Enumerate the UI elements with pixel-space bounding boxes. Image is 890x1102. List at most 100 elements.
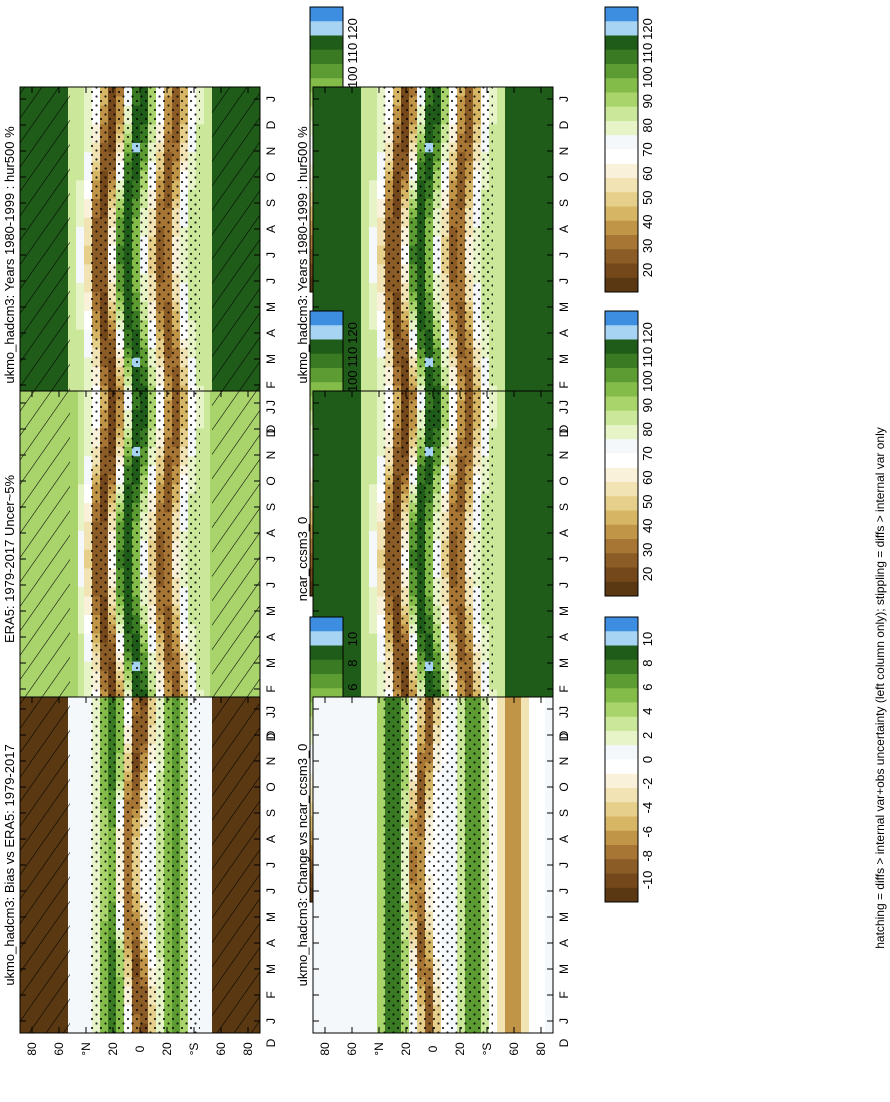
heatmap-cell — [545, 283, 554, 293]
heatmap-cell — [345, 531, 354, 541]
heatmap-cell — [497, 87, 506, 97]
x-tick-label: J — [557, 712, 571, 718]
heatmap-cell — [313, 161, 322, 172]
heatmap-cell — [505, 236, 514, 247]
x-tick-label: M — [264, 658, 278, 668]
heatmap-cell — [513, 133, 522, 144]
x-tick-label: M — [264, 354, 278, 364]
heatmap-cell — [313, 503, 322, 513]
colorbar-swatch — [605, 235, 638, 250]
heatmap-cell — [204, 391, 213, 401]
heatmap-cell — [537, 236, 546, 247]
heatmap-cell — [84, 465, 93, 476]
heatmap-cell — [505, 484, 514, 495]
heatmap-cell — [369, 180, 378, 191]
heatmap-cell — [196, 217, 205, 228]
heatmap-cell — [513, 419, 522, 429]
heatmap-cell — [329, 171, 338, 181]
heatmap-cell — [68, 977, 77, 987]
heatmap-cell — [537, 227, 546, 237]
heatmap-cell — [196, 376, 205, 387]
heatmap-cell — [204, 671, 213, 681]
heatmap-cell — [489, 671, 498, 681]
heatmap-cell — [321, 419, 330, 429]
heatmap-cell — [505, 391, 514, 401]
heatmap-cell — [537, 264, 546, 275]
heatmap-cell — [545, 577, 554, 588]
heatmap-cell — [345, 264, 354, 275]
heatmap-cell — [489, 217, 498, 228]
heatmap-cell — [529, 577, 538, 588]
x-end-label: D — [264, 428, 278, 437]
heatmap-cell — [337, 540, 346, 551]
heatmap-cell — [377, 339, 386, 349]
heatmap-cell — [505, 245, 514, 256]
heatmap-cell — [196, 96, 205, 107]
heatmap-cell — [377, 189, 386, 200]
heatmap-cell — [337, 596, 346, 607]
heatmap-cell — [329, 161, 338, 172]
heatmap-cell — [513, 596, 522, 607]
heatmap-cell — [361, 409, 370, 420]
heatmap-cell — [361, 124, 370, 135]
heatmap-cell — [377, 465, 386, 476]
heatmap-cell — [313, 493, 322, 504]
heatmap-cell — [529, 301, 538, 312]
heatmap-cell — [84, 456, 93, 467]
heatmap-cell — [345, 549, 354, 560]
heatmap-cell — [196, 540, 205, 551]
heatmap-cell — [537, 587, 546, 597]
heatmap-cell — [329, 512, 338, 523]
heatmap-cell — [361, 199, 370, 209]
heatmap-cell — [545, 264, 554, 275]
heatmap-cell — [68, 930, 77, 941]
colorbar-swatch — [310, 339, 343, 355]
heatmap-cell — [196, 521, 205, 532]
colorbar-tick-label: 20 — [640, 567, 655, 581]
heatmap-cell — [545, 615, 554, 625]
heatmap-cell — [68, 143, 77, 153]
heatmap-cell — [529, 624, 538, 635]
heatmap-cell — [529, 559, 538, 569]
heatmap-cell — [505, 549, 514, 560]
heatmap-cell — [76, 376, 85, 387]
heatmap-cell — [369, 400, 378, 411]
heatmap-cell — [521, 171, 530, 181]
heatmap-cell — [353, 348, 362, 359]
heatmap-cell — [521, 376, 530, 387]
heatmap-cell — [76, 189, 85, 200]
heatmap-cell — [513, 661, 522, 672]
heatmap-cell — [377, 419, 386, 429]
heatmap-cell — [76, 643, 85, 653]
heatmap-cell — [537, 105, 546, 116]
heatmap-cell — [545, 161, 554, 172]
heatmap-cell — [68, 283, 77, 293]
heatmap-cell — [196, 348, 205, 359]
x-tick-label: J — [557, 96, 571, 102]
heatmap-cell — [196, 367, 205, 377]
heatmap-cell — [353, 292, 362, 303]
heatmap-cell — [377, 124, 386, 135]
heatmap-cell — [84, 596, 93, 607]
heatmap-cell — [337, 115, 346, 125]
x-tick-label: D — [264, 424, 278, 433]
colorbar-tick-label: 50 — [640, 494, 655, 508]
heatmap-cell — [537, 540, 546, 551]
heatmap-cell — [377, 161, 386, 172]
heatmap-cell — [369, 671, 378, 681]
heatmap-cell — [353, 437, 362, 448]
heatmap-cell — [321, 531, 330, 541]
heatmap-cell — [321, 437, 330, 448]
colorbar-tick-label: 50 — [640, 190, 655, 204]
heatmap-cell — [505, 577, 514, 588]
heatmap-cell — [505, 292, 514, 303]
heatmap-cell — [353, 133, 362, 144]
heatmap-cell — [537, 475, 546, 485]
heatmap-cell — [76, 264, 85, 275]
heatmap-cell — [513, 161, 522, 172]
heatmap-cell — [497, 171, 506, 181]
heatmap-cell — [353, 199, 362, 209]
heatmap-cell — [361, 171, 370, 181]
x-tick-label: J — [264, 712, 278, 718]
heatmap-cell — [537, 161, 546, 172]
